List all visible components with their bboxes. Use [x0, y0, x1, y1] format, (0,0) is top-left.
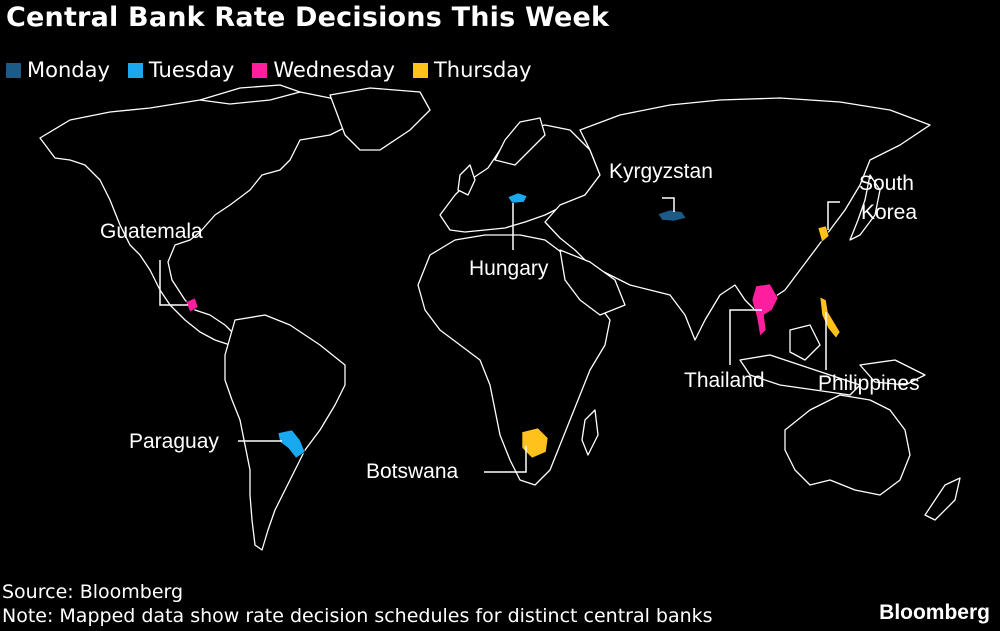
country-south-korea — [817, 225, 830, 243]
label-south-korea-line1: South — [859, 172, 914, 195]
legend-item-monday: Monday — [6, 58, 110, 82]
country-paraguay — [277, 429, 306, 459]
legend-item-thursday: Thursday — [412, 58, 532, 82]
africa-landmass — [417, 234, 611, 486]
leader-line-kyrgyzstan — [662, 197, 675, 212]
country-hungary — [507, 192, 528, 204]
new-zealand-landmass — [924, 477, 961, 521]
label-hungary: Hungary — [469, 257, 549, 280]
legend-label-wednesday: Wednesday — [273, 58, 395, 82]
arctic-islands — [199, 84, 301, 105]
indonesia-landmass — [739, 354, 861, 396]
source-text: Source: Bloomberg — [2, 581, 184, 603]
country-guatemala — [185, 297, 199, 313]
label-south-korea-line2: Korea — [861, 201, 918, 224]
label-kyrgyzstan: Kyrgyzstan — [609, 160, 713, 183]
madagascar-landmass — [581, 409, 599, 456]
country-thailand — [751, 283, 779, 337]
label-botswana: Botswana — [366, 460, 459, 483]
leader-line-guatemala — [159, 260, 188, 306]
legend-label-monday: Monday — [27, 58, 110, 82]
legend-swatch-monday — [6, 62, 21, 78]
north-america-landmass — [39, 91, 361, 346]
country-botswana — [521, 427, 549, 459]
uk-landmass — [457, 164, 476, 196]
note-text: Note: Mapped data show rate decision sch… — [2, 605, 713, 627]
legend-label-tuesday: Tuesday — [148, 58, 235, 82]
legend-swatch-tuesday — [127, 62, 143, 78]
legend-label-thursday: Thursday — [433, 58, 532, 82]
legend-swatch-wednesday — [252, 62, 268, 78]
arabia-landmass — [559, 249, 626, 316]
australia-landmass — [784, 394, 911, 496]
japan-landmass — [849, 174, 881, 241]
leader-line-botswana — [484, 446, 527, 473]
legend: Monday Tuesday Wednesday Thursday — [6, 58, 532, 82]
label-guatemala: Guatemala — [100, 220, 203, 243]
bloomberg-logo: Bloomberg — [879, 601, 990, 624]
map-title: Central Bank Rate Decisions This Week — [6, 2, 610, 33]
label-paraguay: Paraguay — [129, 430, 219, 453]
label-thailand: Thailand — [684, 369, 765, 392]
new-guinea-landmass — [859, 359, 926, 386]
legend-swatch-thursday — [412, 62, 428, 78]
asia-landmass — [544, 97, 931, 341]
label-philippines: Philippines — [818, 372, 920, 395]
scandinavia-landmass — [494, 117, 546, 166]
leader-line-south-korea — [827, 201, 840, 230]
borneo-landmass — [789, 324, 821, 361]
country-philippines — [819, 296, 841, 339]
legend-item-wednesday: Wednesday — [252, 58, 395, 82]
country-kyrgyzstan — [657, 209, 687, 222]
legend-item-tuesday: Tuesday — [127, 58, 235, 82]
leader-line-thailand — [729, 309, 762, 365]
greenland-landmass — [329, 87, 431, 151]
